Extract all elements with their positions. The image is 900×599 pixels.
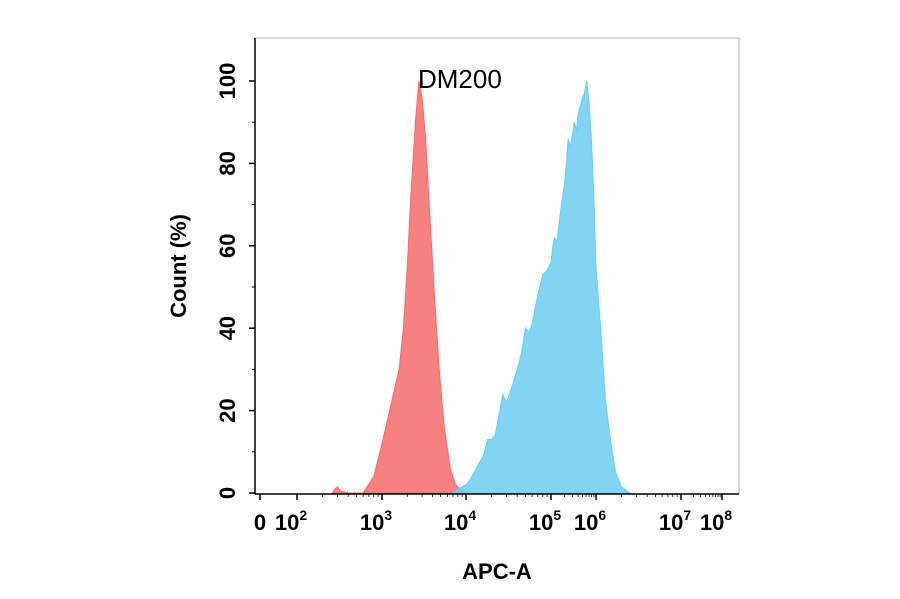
x-axis-title: APC-A	[462, 559, 532, 584]
x-tick-label: 103	[360, 507, 392, 535]
axis-layer: 0 20 40 60 80 100 0 102 103 104 105 106 107 108	[215, 38, 739, 535]
chart-title: DM200	[418, 64, 502, 94]
x-tick-label: 0	[254, 510, 266, 535]
y-axis-title: Count (%)	[166, 214, 191, 318]
y-tick-label: 60	[215, 234, 240, 258]
histogram-series-1	[331, 80, 470, 494]
x-tick-label: 105	[529, 507, 561, 535]
x-tick-label: 102	[275, 507, 307, 535]
histogram-series-2	[451, 80, 632, 494]
y-tick-label: 80	[215, 151, 240, 175]
y-tick-label: 0	[215, 487, 240, 499]
x-tick-label: 106	[574, 507, 606, 535]
y-tick-label: 100	[215, 63, 240, 100]
series-layer	[331, 80, 632, 494]
x-tick-label: 107	[659, 507, 691, 535]
x-tick-label: 104	[444, 507, 476, 535]
y-tick-label: 20	[215, 398, 240, 422]
y-tick-label: 40	[215, 316, 240, 340]
x-tick-label: 108	[700, 507, 732, 535]
